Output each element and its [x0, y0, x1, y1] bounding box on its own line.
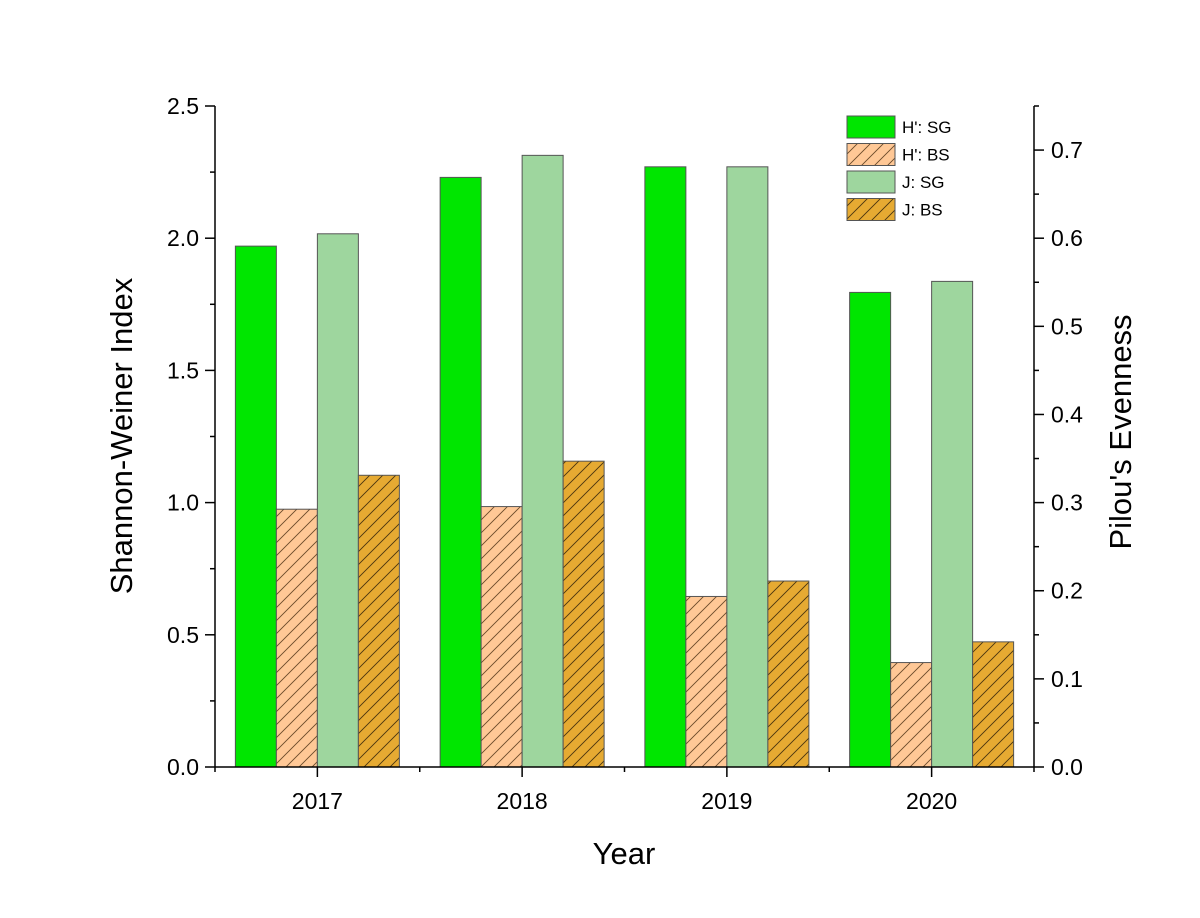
y-tick-label: 1.0: [167, 490, 199, 516]
y-axis-title: Shannon-Weiner Index: [104, 277, 139, 594]
y2-tick-label: 0.7: [1051, 137, 1083, 163]
y2-tick-label: 0.1: [1051, 666, 1083, 692]
bar-2-2018: [480, 506, 523, 768]
y2-tick-label: 0.2: [1051, 578, 1083, 604]
bar-3-2020: [931, 280, 974, 768]
bar-2-2020: [890, 662, 933, 768]
bar-2-2017: [275, 508, 318, 768]
bar-4-2019: [767, 580, 810, 768]
x-tick-label: 2019: [701, 788, 752, 814]
y2-tick-label: 0.5: [1051, 313, 1083, 339]
y-tick-label: 0.5: [167, 622, 199, 648]
legend-swatch-1: [846, 115, 896, 139]
y2-tick-label: 0.4: [1051, 401, 1083, 427]
y-tick-label: 0.0: [167, 754, 199, 780]
y2-tick-label: 0.6: [1051, 225, 1083, 251]
y2-axis-title: Pilou's Evenness: [1103, 314, 1138, 549]
x-tick-label: 2018: [497, 788, 548, 814]
legend-label-1: H': SG: [902, 118, 952, 137]
legend-swatch-2: [846, 143, 896, 166]
bar-4-2017: [357, 474, 400, 768]
bar-4-2020: [972, 641, 1015, 768]
bars-group: [234, 154, 1015, 768]
bar-2-2019: [685, 595, 728, 768]
legend-swatch-3: [846, 170, 896, 194]
x-tick-label: 2020: [906, 788, 957, 814]
y-tick-label: 2.5: [167, 93, 199, 119]
bar-1-2020: [849, 291, 892, 768]
bar-3-2017: [316, 233, 359, 768]
bar-3-2019: [726, 166, 769, 768]
axes-group: 0.0 0.5 1.0 1.5 2.0 2.5 0.0 0.1 0.2 0.3 0.4 0.5 0.6 0…: [167, 93, 1083, 814]
legend-label-4: J: BS: [902, 201, 943, 220]
bar-3-2018: [521, 154, 564, 768]
y2-tick-label: 0.0: [1051, 754, 1083, 780]
y2-tick-label: 0.3: [1051, 490, 1083, 516]
y-tick-label: 1.5: [167, 357, 199, 383]
bar-4-2018: [562, 460, 605, 768]
bar-1-2019: [644, 166, 687, 768]
bar-1-2017: [234, 245, 277, 768]
y-tick-label: 2.0: [167, 225, 199, 251]
bar-1-2018: [439, 176, 482, 768]
legend-swatch-4: [846, 198, 896, 221]
x-tick-label: 2017: [292, 788, 343, 814]
legend: H': SG H': BS J: SG J: BS: [846, 115, 952, 221]
x-axis-title: Year: [593, 836, 656, 871]
legend-label-2: H': BS: [902, 146, 950, 165]
legend-label-3: J: SG: [902, 173, 945, 192]
